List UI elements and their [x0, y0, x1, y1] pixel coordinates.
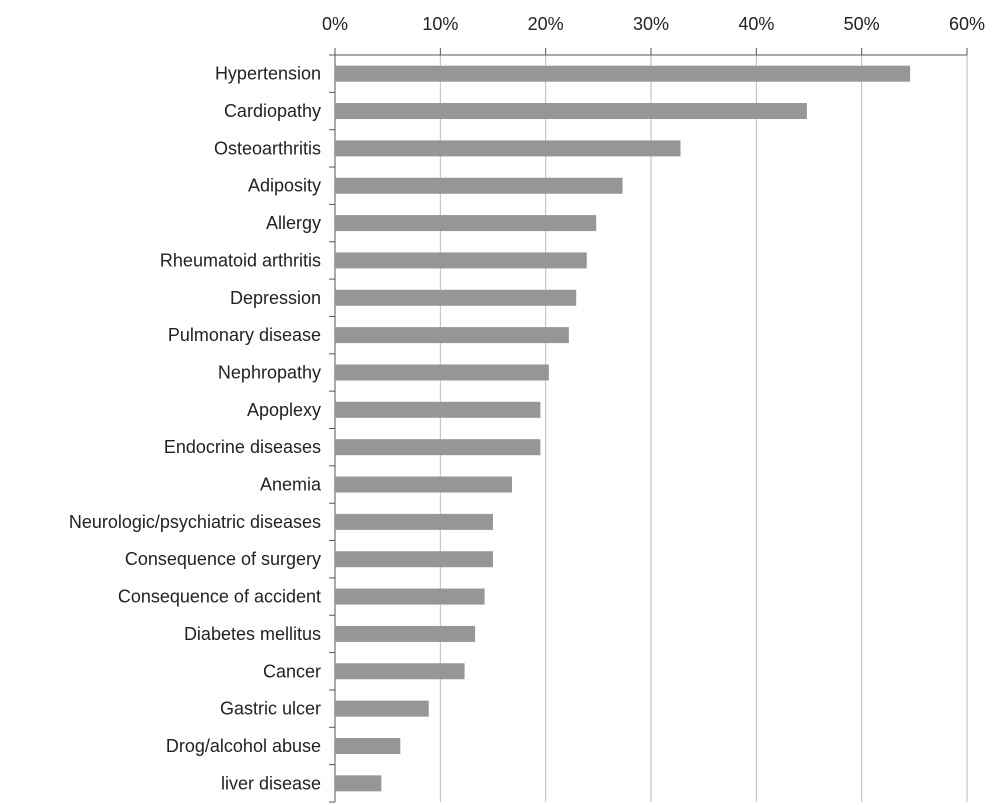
- bar: [335, 775, 382, 792]
- category-label: Adiposity: [248, 176, 321, 196]
- bar: [335, 551, 493, 568]
- category-label: Nephropathy: [218, 362, 321, 382]
- category-label: Rheumatoid arthritis: [160, 250, 321, 270]
- bar: [335, 663, 465, 680]
- bar: [335, 401, 541, 418]
- category-label: liver disease: [221, 773, 321, 793]
- category-label: Cardiopathy: [224, 101, 321, 121]
- bar: [335, 177, 623, 194]
- bar: [335, 140, 681, 157]
- x-tick-label: 30%: [633, 14, 669, 34]
- category-label: Consequence of accident: [118, 587, 321, 607]
- x-tick-label: 40%: [738, 14, 774, 34]
- x-tick-label: 20%: [528, 14, 564, 34]
- x-tick-label: 50%: [844, 14, 880, 34]
- category-label: Consequence of surgery: [125, 549, 321, 569]
- category-label: Gastric ulcer: [220, 699, 321, 719]
- bar: [335, 439, 541, 456]
- grid-lines: [439, 55, 968, 802]
- bar: [335, 215, 597, 232]
- category-label: Depression: [230, 288, 321, 308]
- category-label: Hypertension: [215, 64, 321, 84]
- category-label: Anemia: [260, 475, 322, 495]
- category-label: Cancer: [263, 661, 321, 681]
- bar: [335, 252, 587, 269]
- bar: [335, 588, 485, 605]
- category-label: Pulmonary disease: [168, 325, 321, 345]
- x-tick-label: 10%: [422, 14, 458, 34]
- category-label: Allergy: [266, 213, 321, 233]
- x-tick-labels: 0% 10% 20% 30% 40% 50% 60%: [322, 14, 985, 34]
- bar: [335, 476, 512, 493]
- category-label: Drog/alcohol abuse: [166, 736, 321, 756]
- bar: [335, 364, 549, 381]
- category-label: Apoplexy: [247, 400, 321, 420]
- category-label: Neurologic/psychiatric diseases: [69, 512, 321, 532]
- bar: [335, 289, 577, 306]
- bars: [335, 65, 911, 792]
- bar: [335, 513, 493, 530]
- bar: [335, 700, 429, 717]
- category-labels: Hypertension Cardiopathy Osteoarthritis Adi…: [69, 64, 322, 794]
- axes: [329, 48, 968, 803]
- bar: [335, 327, 569, 344]
- bar: [335, 737, 401, 754]
- x-tick-label: 0%: [322, 14, 348, 34]
- category-label: Endocrine diseases: [164, 437, 321, 457]
- x-tick-label: 60%: [949, 14, 985, 34]
- bar: [335, 625, 476, 642]
- bar: [335, 103, 807, 120]
- bar: [335, 65, 911, 82]
- category-label: Osteoarthritis: [214, 138, 321, 158]
- category-label: Diabetes mellitus: [184, 624, 321, 644]
